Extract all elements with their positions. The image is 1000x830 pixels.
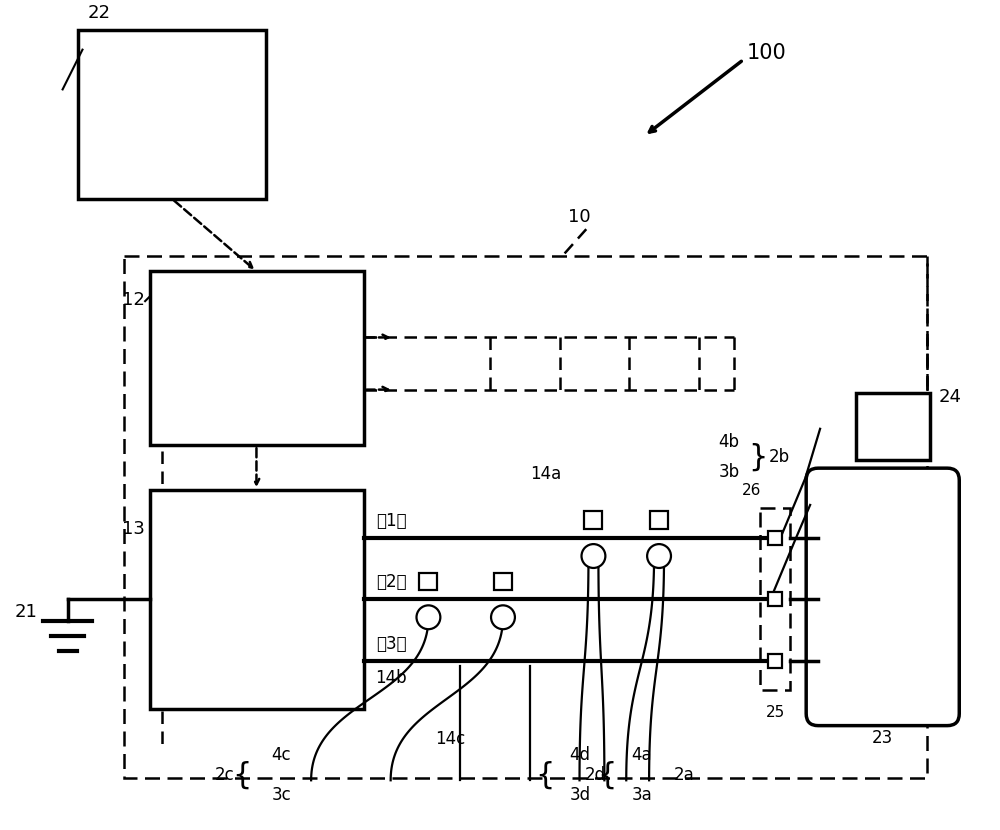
Bar xyxy=(124,256,927,779)
Bar xyxy=(856,393,930,460)
Bar xyxy=(768,593,782,607)
Text: 25: 25 xyxy=(766,706,785,720)
Text: 第1相: 第1相 xyxy=(376,512,406,530)
Text: 100: 100 xyxy=(747,42,786,63)
Text: 24: 24 xyxy=(938,388,961,406)
Text: {: { xyxy=(232,761,251,790)
Circle shape xyxy=(416,605,440,629)
Bar xyxy=(760,508,790,691)
Bar xyxy=(150,490,364,709)
Text: 3c: 3c xyxy=(271,786,291,804)
Text: 22: 22 xyxy=(87,4,110,22)
Text: 21: 21 xyxy=(15,603,38,622)
Bar xyxy=(768,654,782,667)
FancyBboxPatch shape xyxy=(806,468,959,725)
Text: 第3相: 第3相 xyxy=(376,635,406,652)
Text: 26: 26 xyxy=(742,483,761,498)
Text: 10: 10 xyxy=(568,208,591,226)
Bar xyxy=(78,30,266,198)
Text: }: } xyxy=(749,442,768,471)
Text: 4b: 4b xyxy=(719,433,740,452)
Bar xyxy=(419,573,437,590)
Circle shape xyxy=(582,544,605,568)
Text: {: { xyxy=(535,761,555,790)
Text: 3d: 3d xyxy=(570,786,591,804)
Bar xyxy=(150,271,364,445)
Text: 3b: 3b xyxy=(719,463,740,481)
Circle shape xyxy=(647,544,671,568)
Text: 2a: 2a xyxy=(674,766,695,784)
Circle shape xyxy=(491,605,515,629)
Bar xyxy=(494,573,512,590)
Text: 4a: 4a xyxy=(631,746,652,764)
Bar xyxy=(584,511,602,530)
Text: 14c: 14c xyxy=(435,730,465,748)
Text: 2d: 2d xyxy=(584,766,606,784)
Text: 14a: 14a xyxy=(530,466,561,483)
Text: {: { xyxy=(597,761,616,790)
Text: 2b: 2b xyxy=(768,448,790,466)
Text: 4c: 4c xyxy=(271,746,291,764)
Text: 14b: 14b xyxy=(375,669,406,687)
Bar xyxy=(768,531,782,545)
Text: 23: 23 xyxy=(872,729,893,747)
Text: 13: 13 xyxy=(122,520,145,538)
Bar xyxy=(650,511,668,530)
Text: 3a: 3a xyxy=(631,786,652,804)
Text: 第2相: 第2相 xyxy=(376,574,406,592)
Text: 12: 12 xyxy=(122,291,145,310)
Text: 2c: 2c xyxy=(215,766,235,784)
Text: 4d: 4d xyxy=(570,746,591,764)
